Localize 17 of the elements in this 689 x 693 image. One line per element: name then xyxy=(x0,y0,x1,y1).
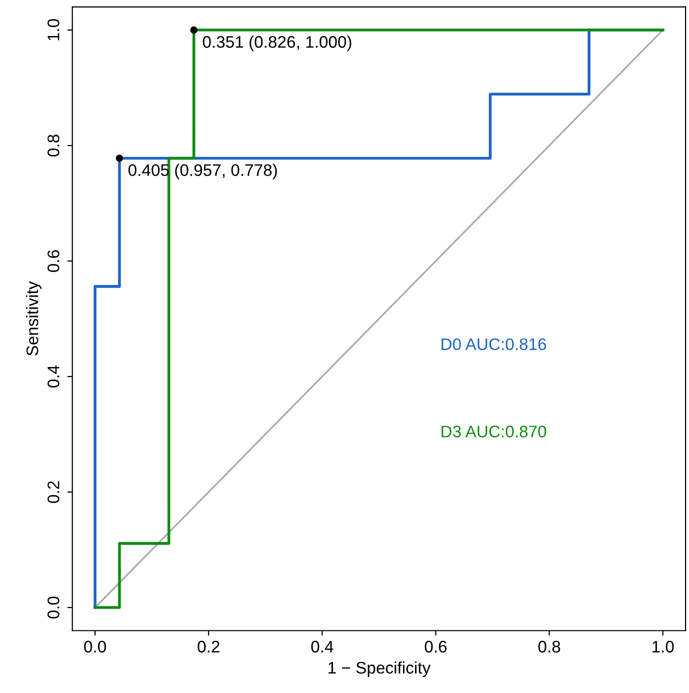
x-tick-label: 0.4 xyxy=(311,640,334,653)
annotation: 0.351 (0.826, 1.000) xyxy=(202,36,352,52)
x-axis-title: 1 − Specificity xyxy=(328,661,431,677)
x-tick-label: 0.0 xyxy=(84,640,106,653)
y-axis-title: Sensitivity xyxy=(26,281,42,356)
x-tick-label: 0.8 xyxy=(538,640,560,653)
y-tick-label: 0.6 xyxy=(48,250,60,272)
text: D0 AUC:0.816 xyxy=(442,338,546,350)
y-tick-label: 0.0 xyxy=(48,596,60,618)
x-tick-label: 1.0 xyxy=(652,640,674,653)
x-tick-label: 0.6 xyxy=(424,640,447,653)
text: D3 AUC:0.870 xyxy=(442,426,546,438)
y-tick-label: 0.2 xyxy=(48,481,60,503)
y-tick-label: 0.4 xyxy=(48,365,60,388)
x-tick-label: 0.2 xyxy=(198,640,220,653)
y-tick-label: 0.8 xyxy=(48,134,60,156)
y-tick-label: 1.0 xyxy=(48,19,60,40)
